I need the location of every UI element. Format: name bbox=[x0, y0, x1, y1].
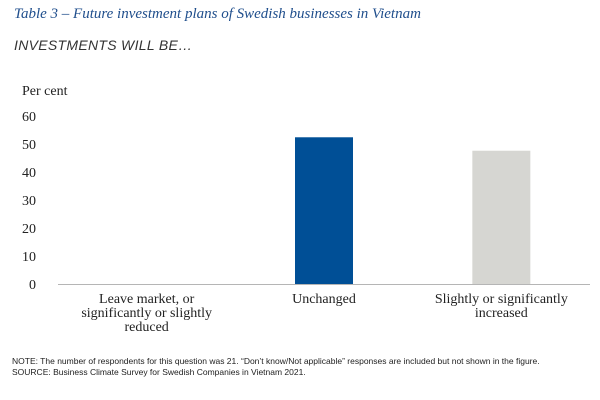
bar bbox=[295, 137, 353, 284]
bar bbox=[472, 150, 531, 284]
x-tick-label: Unchanged bbox=[292, 292, 356, 307]
note-text: NOTE: The number of respondents for this… bbox=[12, 356, 540, 366]
chart-title: Table 3 – Future investment plans of Swe… bbox=[14, 6, 421, 22]
chart-subtitle: INVESTMENTS WILL BE… bbox=[14, 37, 193, 53]
x-tick-label: Slightly or significantly bbox=[435, 292, 568, 307]
x-tick-label: increased bbox=[475, 306, 528, 321]
source-text: SOURCE: Business Climate Survey for Swed… bbox=[12, 367, 306, 377]
x-tick-label: reduced bbox=[125, 320, 169, 335]
y-tick-label: 0 bbox=[29, 278, 36, 293]
y-tick-label: 60 bbox=[22, 110, 36, 125]
y-axis-label: Per cent bbox=[22, 84, 68, 99]
y-tick-label: 30 bbox=[22, 194, 36, 209]
x-tick-label: Leave market, or bbox=[99, 292, 195, 307]
bar-chart: 0 10 20 30 40 50 60 Leave market, orsignificant… bbox=[22, 110, 590, 335]
y-tick-label: 50 bbox=[22, 138, 36, 153]
y-tick-label: 20 bbox=[22, 222, 36, 237]
chart-footnote: NOTE: The number of respondents for this… bbox=[12, 356, 592, 378]
y-tick-label: 10 bbox=[22, 250, 36, 265]
y-tick-label: 40 bbox=[22, 166, 36, 181]
x-tick-label: significantly or slightly bbox=[81, 306, 212, 321]
